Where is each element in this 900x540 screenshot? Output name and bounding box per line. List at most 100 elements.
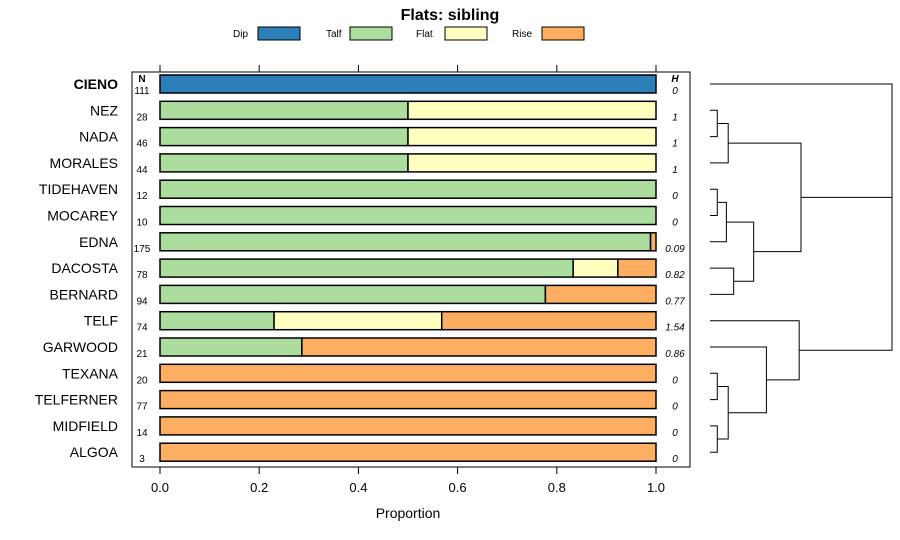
category-label: ALGOA [70, 444, 119, 460]
bar-segment-talf [159, 179, 657, 199]
h-value: 0 [672, 428, 678, 439]
n-value: 175 [134, 244, 151, 255]
n-value: 3 [139, 454, 145, 465]
x-tick-label: 0.2 [250, 480, 268, 495]
h-value: 0 [672, 191, 678, 202]
category-label: BERNARD [50, 286, 118, 302]
n-value: 94 [136, 296, 148, 307]
x-tick-label: 1.0 [647, 480, 665, 495]
dendrogram-branch [710, 320, 800, 381]
n-column-header: N [138, 74, 145, 85]
h-value: 0 [672, 218, 678, 229]
dendrogram [710, 83, 893, 453]
category-label: GARWOOD [43, 339, 118, 355]
category-label: NEZ [90, 102, 118, 118]
row-cieno: CIENO 111 0 [74, 74, 678, 97]
h-value: 0.82 [665, 270, 685, 281]
bar-segment-rise [544, 284, 657, 305]
h-value: 1 [672, 112, 678, 123]
bar-segment-talf [159, 337, 303, 357]
row-dacosta: DACOSTA 78 0.82 [51, 258, 685, 281]
n-value: 28 [136, 112, 148, 123]
dendrogram-branch [710, 346, 767, 414]
row-telferner: TELFERNER 77 0 [35, 389, 678, 413]
h-value: 1 [672, 165, 678, 176]
h-value: 0 [672, 86, 678, 97]
row-bernard: BERNARD 94 0.77 [50, 284, 685, 307]
dendrogram-branch [710, 425, 718, 453]
n-value: 10 [136, 218, 148, 229]
h-column-header: H [671, 74, 679, 85]
bar-segment-flat [407, 100, 657, 121]
bar-segment-flat [407, 126, 657, 147]
category-label: CIENO [74, 76, 118, 92]
h-value: 0.77 [665, 296, 685, 307]
h-value: 0 [672, 375, 678, 386]
category-label: TIDEHAVEN [39, 181, 118, 197]
bar-segment-rise [159, 389, 657, 410]
dendrogram-branch [726, 221, 755, 282]
dendrogram-branch [710, 109, 718, 138]
bar-segment-talf [159, 284, 547, 305]
category-label: MORALES [50, 155, 118, 171]
bar-segment-talf [159, 310, 275, 331]
h-value: 1.54 [665, 323, 685, 334]
dendrogram-branch [710, 122, 729, 164]
legend-label-dip: Dip [233, 29, 248, 40]
legend-swatch-talf [349, 26, 393, 41]
legend-swatch-rise [541, 26, 585, 41]
h-value: 0.86 [665, 349, 685, 360]
bar-segment-flat [572, 258, 619, 278]
n-value: 78 [136, 270, 148, 281]
x-axis-label: Proportion [376, 505, 441, 521]
x-tick-label: 0.0 [151, 480, 169, 495]
rows: CIENO 111 0 NEZ 28 1 NADA 46 1 MORALES 44 1 TIDEHAVE… [35, 74, 685, 465]
legend: Dip Talf Flat Rise [233, 26, 585, 41]
row-nada: NADA 46 1 [79, 126, 678, 150]
row-algoa: ALGOA 3 0 [70, 442, 678, 465]
category-label: NADA [79, 129, 119, 145]
category-label: TELF [84, 313, 118, 329]
bar-segment-rise [440, 310, 657, 331]
row-morales: MORALES 44 1 [50, 153, 678, 176]
row-tidehaven: TIDEHAVEN 12 0 [39, 179, 678, 202]
row-midfield: MIDFIELD 14 0 [53, 416, 678, 439]
n-value: 20 [136, 375, 148, 386]
x-tick-label: 0.4 [349, 480, 367, 495]
n-value: 111 [134, 86, 150, 97]
category-label: EDNA [79, 234, 119, 250]
dendrogram-branch [710, 188, 718, 216]
row-garwood: GARWOOD 21 0.86 [43, 337, 685, 360]
bar-segment-rise [159, 442, 657, 462]
category-label: MIDFIELD [53, 418, 118, 434]
dendrogram-branch [710, 267, 735, 295]
n-value: 74 [136, 323, 148, 334]
bar-segment-rise [617, 258, 657, 278]
x-axis: 0.0 0.2 0.4 0.6 0.8 1.0 [151, 65, 665, 495]
row-texana: TEXANA 20 0 [62, 363, 678, 386]
legend-label-flat: Flat [416, 29, 433, 40]
dendrogram-branch [799, 140, 893, 351]
category-label: MOCAREY [47, 208, 118, 224]
chart-title: Flats: sibling [401, 7, 500, 24]
h-value: 1 [672, 139, 678, 150]
n-value: 44 [136, 165, 148, 176]
n-value: 21 [136, 349, 148, 360]
n-value: 12 [136, 191, 148, 202]
plot-frame [131, 71, 691, 468]
n-value: 46 [136, 139, 148, 150]
row-nez: NEZ 28 1 [90, 100, 678, 123]
legend-label-talf: Talf [326, 29, 342, 40]
bar-segment-talf [159, 126, 409, 147]
n-value: 77 [136, 402, 148, 413]
dendrogram-branch [710, 372, 718, 401]
row-mocarey: MOCAREY 10 0 [47, 205, 678, 229]
legend-label-rise: Rise [512, 29, 532, 40]
bar-segment-talf [159, 205, 657, 226]
x-tick-label: 0.6 [449, 480, 467, 495]
legend-swatch-dip [257, 26, 301, 41]
bar-segment-rise [301, 337, 657, 357]
category-label: DACOSTA [51, 260, 118, 276]
bar-segment-rise [159, 363, 657, 384]
